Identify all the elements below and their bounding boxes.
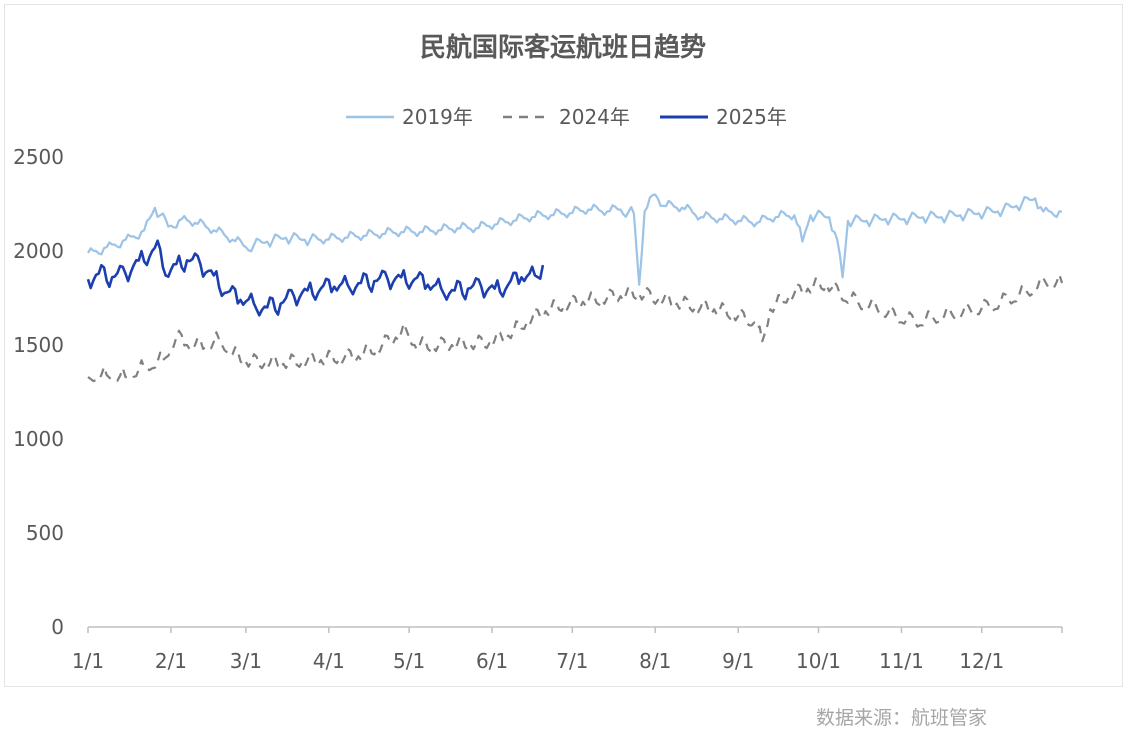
- series-line-0: [87, 193, 1062, 286]
- chart-frame: [4, 4, 1123, 687]
- x-tick-label: 6/1: [476, 649, 508, 673]
- x-tick-label: 9/1: [722, 649, 754, 673]
- series-line-2: [86, 239, 545, 317]
- x-tick-label: 7/1: [556, 649, 588, 673]
- legend-label: 2019年: [402, 105, 473, 129]
- x-tick-label: 10/1: [796, 649, 841, 673]
- series-layer: [86, 193, 1064, 383]
- x-tick-label: 2/1: [155, 649, 187, 673]
- source-note: 数据来源：航班管家: [816, 707, 988, 729]
- x-tick-label: 12/1: [959, 649, 1004, 673]
- x-tick-label: 5/1: [393, 649, 425, 673]
- x-tick-label: 1/1: [72, 649, 104, 673]
- x-tick-label: 3/1: [230, 649, 262, 673]
- y-tick-label: 500: [26, 521, 64, 545]
- legend-label: 2024年: [559, 105, 630, 129]
- y-tick-label: 1000: [13, 427, 64, 451]
- x-tick-label: 11/1: [879, 649, 924, 673]
- y-tick-label: 0: [51, 615, 64, 639]
- legend-label: 2025年: [716, 105, 787, 129]
- chart-legend: 2019年 2024年 2025年: [346, 105, 787, 129]
- series-line-1: [87, 273, 1064, 383]
- x-axis: 1/1 2/1 3/1 4/1 5/1 6/1 7/1 8/1 9/1 10/1 11/1 12/1: [72, 626, 1063, 673]
- chart-title: 民航国际客运航班日趋势: [420, 32, 706, 63]
- x-tick-label: 4/1: [313, 649, 345, 673]
- y-tick-label: 2000: [13, 239, 64, 263]
- x-tick-label: 8/1: [639, 649, 671, 673]
- y-tick-label: 1500: [13, 333, 64, 357]
- y-tick-label: 2500: [13, 145, 64, 169]
- y-axis: 0 500 1000 1500 2000 2500: [13, 145, 64, 639]
